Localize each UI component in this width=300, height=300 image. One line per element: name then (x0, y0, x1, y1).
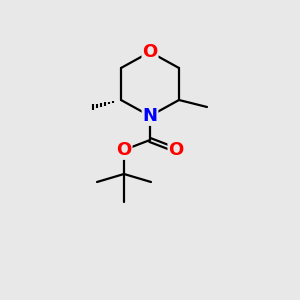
Text: O: O (168, 141, 184, 159)
Text: O: O (142, 43, 158, 61)
Text: N: N (142, 107, 158, 125)
Text: O: O (116, 141, 132, 159)
